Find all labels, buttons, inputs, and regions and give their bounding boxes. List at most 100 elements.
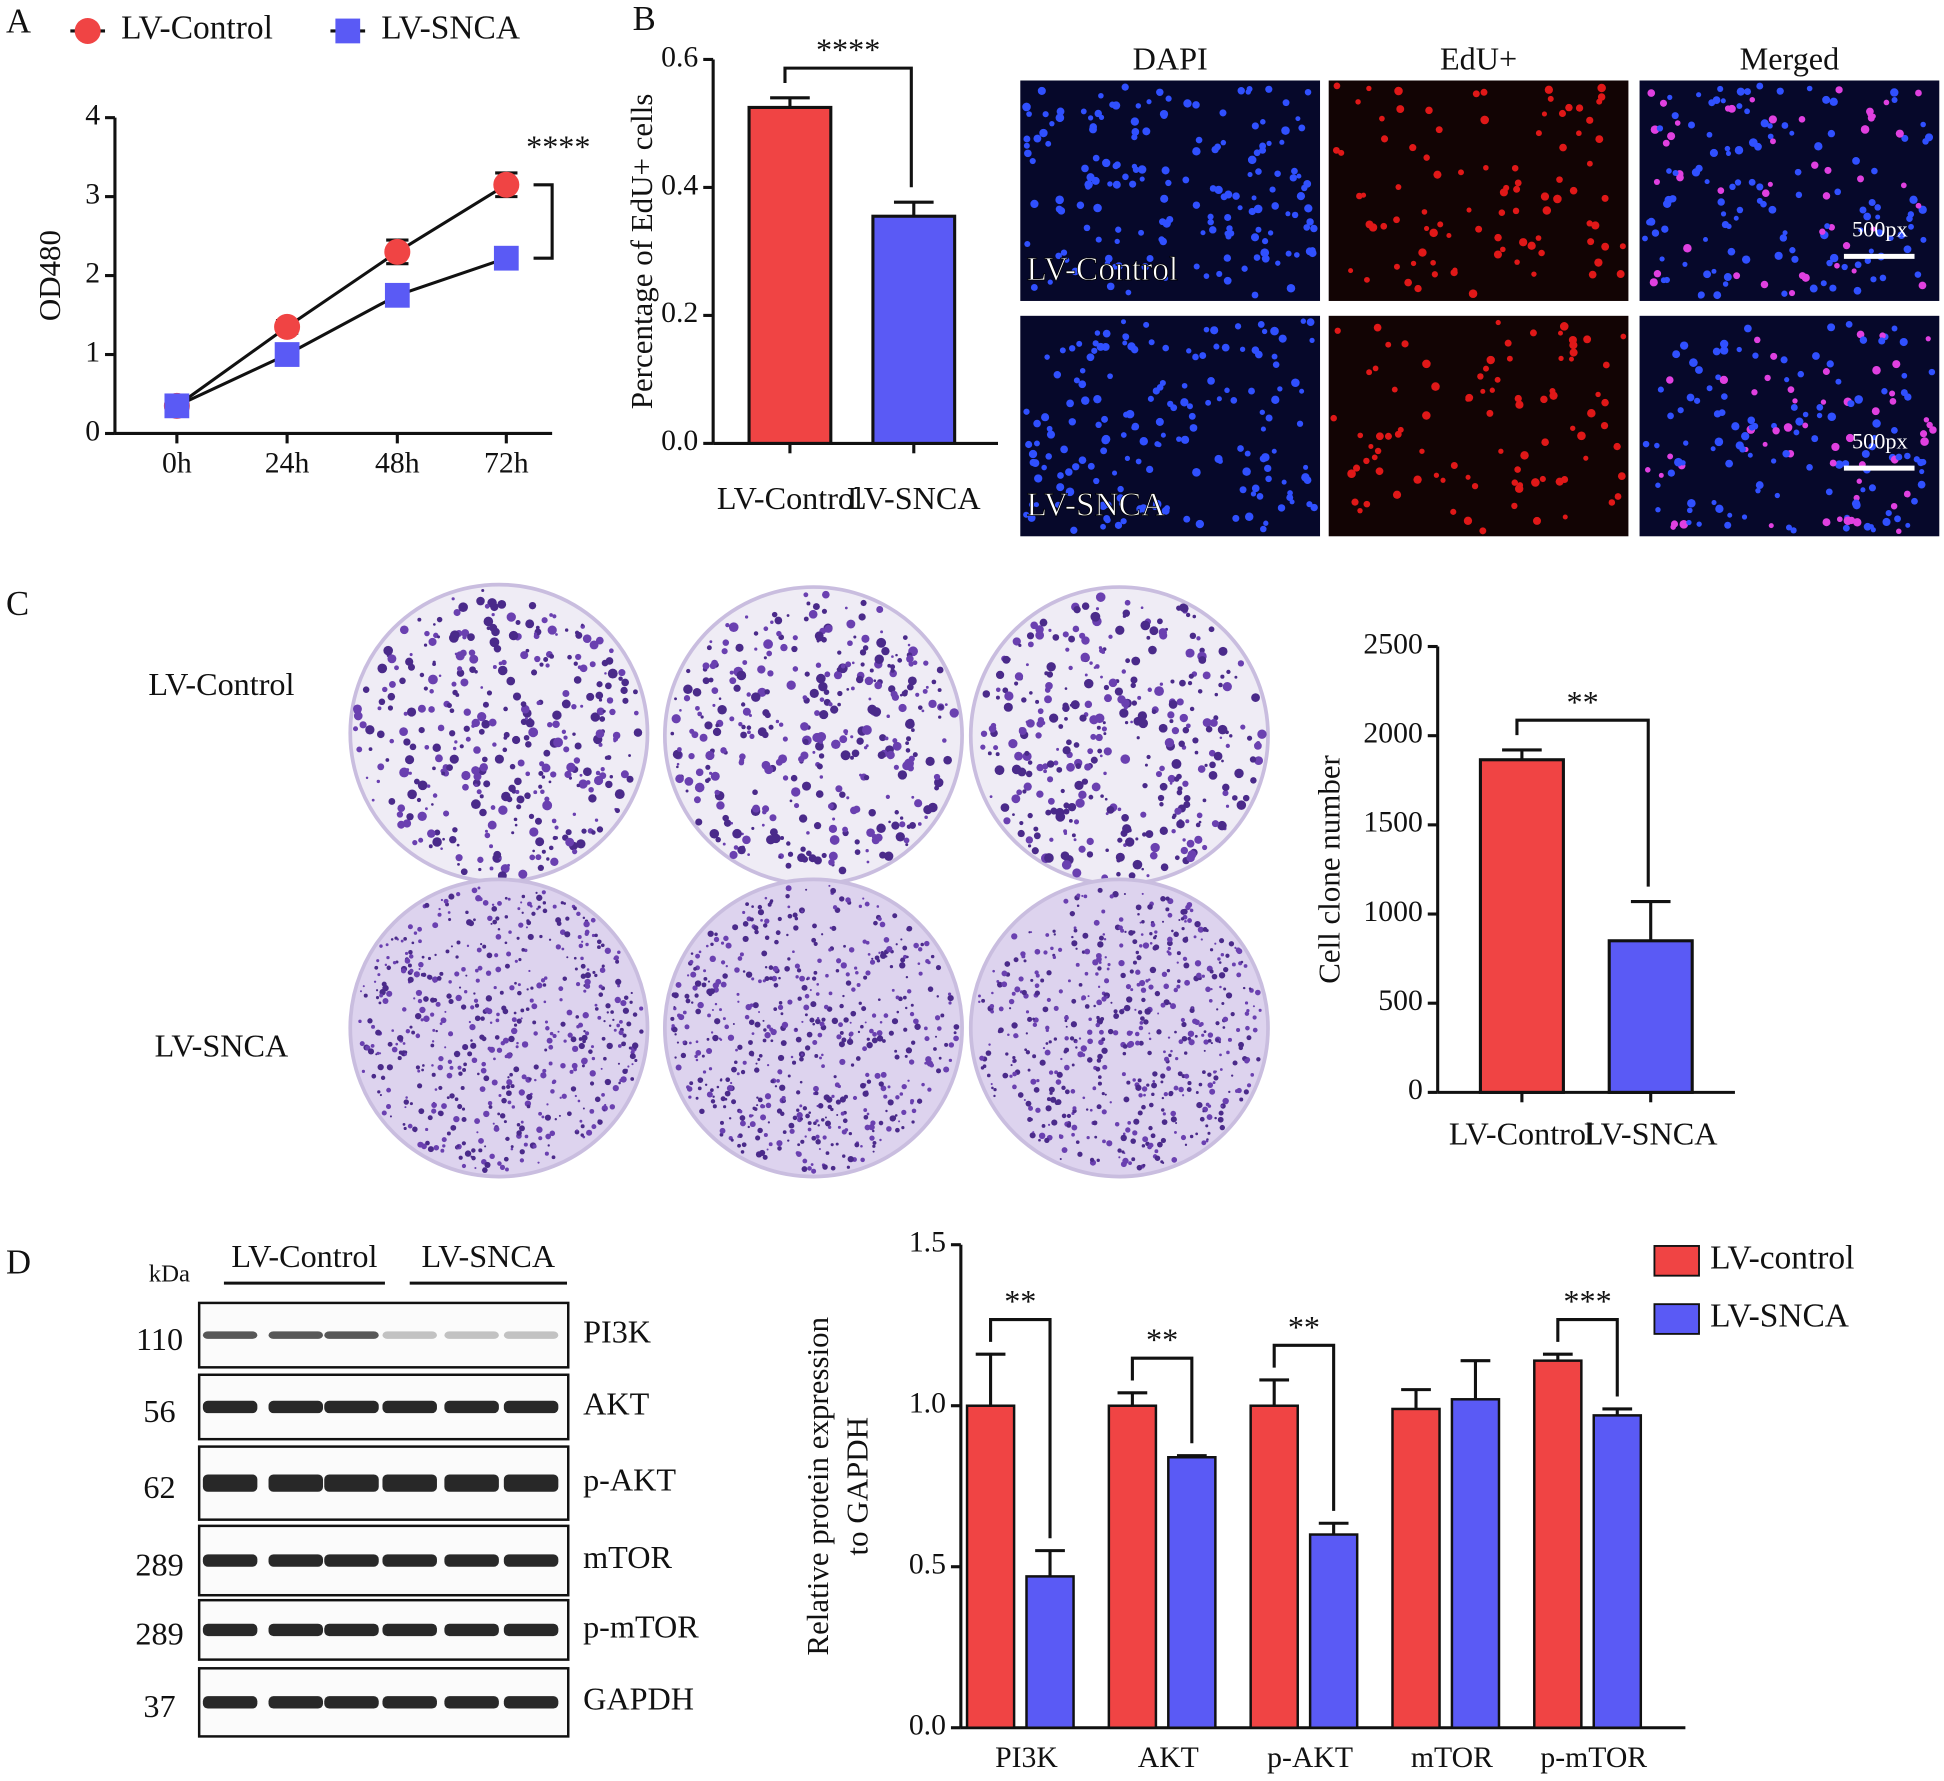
nucleus xyxy=(1895,453,1903,461)
colony xyxy=(1090,733,1097,740)
nucleus xyxy=(1760,280,1769,289)
colony xyxy=(1154,930,1158,934)
colony xyxy=(589,1081,595,1086)
nucleus xyxy=(1888,235,1894,241)
colony xyxy=(516,1018,522,1024)
colony xyxy=(782,736,788,742)
kda-label: 110 xyxy=(136,1321,183,1357)
nucleus xyxy=(1532,516,1542,525)
nucleus xyxy=(1794,168,1802,176)
colony xyxy=(1027,812,1033,819)
colony xyxy=(789,799,793,803)
colony xyxy=(886,750,895,760)
colony xyxy=(887,1085,891,1089)
nucleus xyxy=(1797,370,1805,378)
colony xyxy=(440,1148,445,1153)
colony xyxy=(377,973,381,977)
colony xyxy=(1218,646,1228,656)
colony xyxy=(604,1103,607,1106)
nucleus xyxy=(1430,259,1436,266)
colony xyxy=(705,764,711,770)
colony xyxy=(1184,1051,1188,1055)
colony xyxy=(1222,1016,1229,1022)
nucleus xyxy=(1333,82,1341,90)
colony xyxy=(854,1142,860,1148)
colony xyxy=(1061,1113,1067,1119)
colony xyxy=(581,1064,585,1068)
colony xyxy=(726,1085,734,1092)
colony xyxy=(413,971,420,978)
colony xyxy=(748,713,752,717)
colony xyxy=(400,968,407,974)
colony xyxy=(898,703,907,713)
colony xyxy=(1062,704,1070,712)
colony xyxy=(713,936,720,943)
colony xyxy=(888,1030,894,1036)
colony xyxy=(1181,927,1185,931)
colony xyxy=(503,1156,509,1162)
colony xyxy=(947,992,952,996)
colony xyxy=(1184,1073,1190,1079)
colony xyxy=(679,709,682,712)
colony xyxy=(1187,1081,1192,1086)
colony xyxy=(1180,1017,1186,1023)
colony xyxy=(863,745,868,750)
colony xyxy=(1194,750,1199,755)
colony xyxy=(484,1161,491,1168)
colony xyxy=(725,1077,731,1083)
colony xyxy=(456,843,460,847)
colony xyxy=(683,684,693,695)
colony xyxy=(413,778,420,785)
colony xyxy=(1063,808,1070,815)
nucleus xyxy=(1768,115,1777,124)
colony xyxy=(1167,711,1175,719)
colony xyxy=(417,1069,421,1073)
colony xyxy=(1162,1112,1166,1116)
colony xyxy=(1180,846,1189,855)
colony xyxy=(1147,1050,1152,1056)
colony xyxy=(1144,763,1148,767)
colony xyxy=(1117,1148,1122,1153)
colony xyxy=(1142,1163,1146,1167)
colony xyxy=(407,963,412,968)
colony xyxy=(1123,705,1128,710)
colony xyxy=(1166,968,1171,973)
nucleus xyxy=(1583,335,1592,344)
colony xyxy=(1240,724,1246,730)
colony xyxy=(787,851,794,857)
colony xyxy=(492,742,497,747)
nucleus xyxy=(1042,111,1049,118)
colony xyxy=(918,971,923,976)
colony xyxy=(1035,1107,1041,1113)
colony xyxy=(1037,716,1045,724)
nucleus xyxy=(1277,386,1283,392)
y-tick-label: 0.0 xyxy=(909,1710,946,1742)
colony xyxy=(554,1118,557,1121)
colony xyxy=(825,973,829,978)
colony xyxy=(798,814,808,823)
colony xyxy=(850,735,854,739)
colony xyxy=(860,662,865,667)
colony xyxy=(453,1115,460,1123)
colony xyxy=(874,1072,881,1079)
colony xyxy=(1139,979,1146,987)
colony xyxy=(1095,972,1099,976)
nucleus xyxy=(1112,180,1121,189)
colony xyxy=(1001,970,1008,977)
y-tick-label: 1500 xyxy=(1363,807,1422,839)
colony xyxy=(1001,981,1008,988)
nucleus xyxy=(1517,482,1524,489)
y-axis-label: Relative protein expression xyxy=(800,1316,835,1655)
nucleus xyxy=(1101,415,1109,423)
colony xyxy=(839,1030,844,1035)
colony xyxy=(599,967,606,973)
colony xyxy=(589,1108,595,1114)
colony xyxy=(423,686,428,691)
colony xyxy=(595,729,605,739)
colony xyxy=(723,936,727,940)
colony xyxy=(748,1050,755,1057)
error-bar xyxy=(1117,1391,1148,1406)
nucleus xyxy=(1695,366,1703,374)
nucleus xyxy=(1836,516,1843,523)
colony xyxy=(695,1096,699,1100)
